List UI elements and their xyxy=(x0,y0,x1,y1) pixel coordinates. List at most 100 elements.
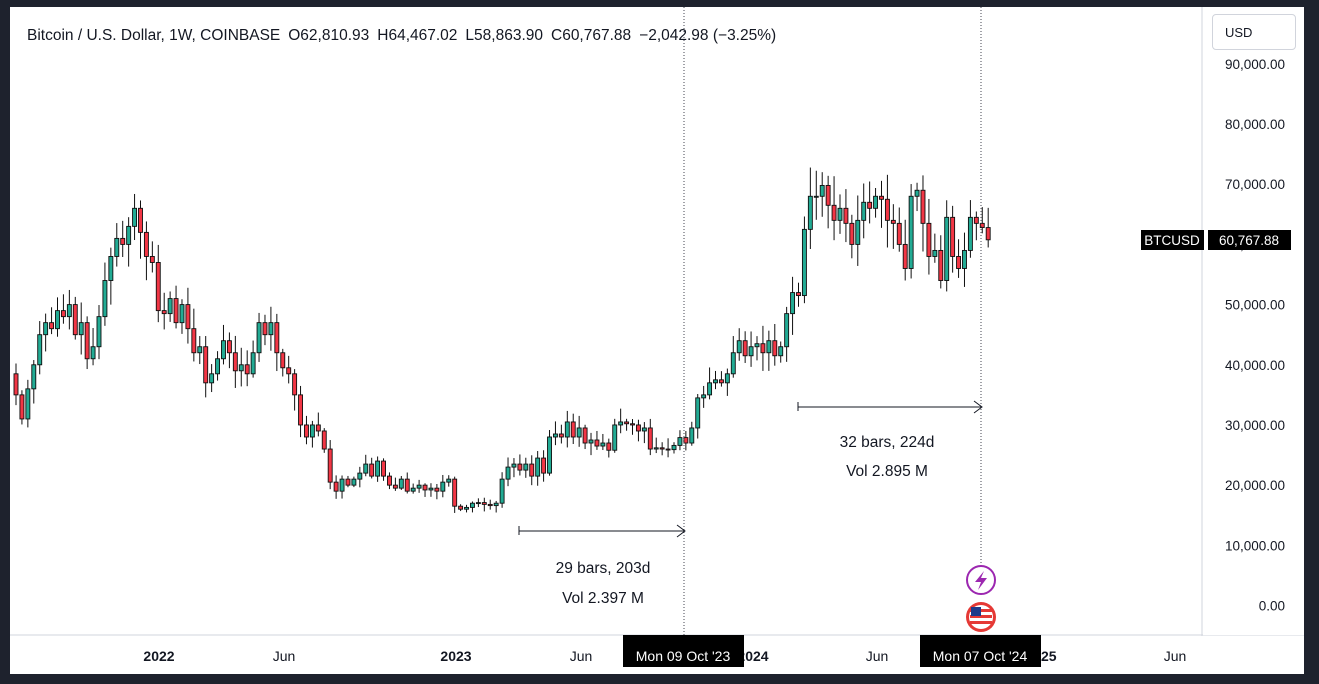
candle-body xyxy=(849,222,855,245)
candle-body xyxy=(908,195,914,269)
candle-body xyxy=(861,201,867,221)
candle-body xyxy=(398,478,404,489)
candle-body xyxy=(215,358,221,375)
candle-body xyxy=(244,364,250,375)
candle xyxy=(831,176,837,241)
candle-body xyxy=(950,216,956,257)
candle-body xyxy=(612,424,618,451)
candle xyxy=(523,457,529,478)
candle-body xyxy=(132,207,138,227)
candle-body xyxy=(914,189,920,197)
price-axis[interactable] xyxy=(1203,7,1304,635)
candle-body xyxy=(938,249,944,281)
legend-change: −2,042.98 (−3.25%) xyxy=(639,27,777,44)
candle xyxy=(31,360,37,404)
candle xyxy=(718,371,724,387)
candle xyxy=(422,483,428,497)
candle-body xyxy=(564,421,570,438)
time-tick-label: Jun xyxy=(273,648,296,664)
price-chart[interactable]: 0.00 10,000.00 20,000.00 30,000.00 40,000.00… xyxy=(10,7,1304,674)
candle xyxy=(84,316,90,370)
candle xyxy=(944,200,950,292)
candle-body xyxy=(606,442,612,451)
lightning-icon[interactable] xyxy=(966,565,996,595)
candle-body xyxy=(458,505,464,510)
candle xyxy=(784,306,790,362)
measure-tool-1[interactable]: 29 bars, 203d Vol 2.397 M xyxy=(518,524,686,607)
candle xyxy=(511,458,517,478)
candle-body xyxy=(529,463,535,477)
candle-body xyxy=(962,249,967,269)
candle xyxy=(624,418,630,431)
time-tick-label: Jun xyxy=(866,648,889,664)
candle-body xyxy=(647,427,653,450)
candle-body xyxy=(475,502,481,505)
candle-body xyxy=(481,502,487,505)
candle xyxy=(66,289,72,330)
candle xyxy=(807,167,813,249)
price-tick-label: 90,000.00 xyxy=(1225,57,1285,72)
candle xyxy=(458,504,464,512)
candle-body xyxy=(920,189,926,224)
candle xyxy=(78,302,84,355)
candle xyxy=(49,307,55,335)
candle-body xyxy=(790,292,796,315)
candle xyxy=(736,328,742,361)
candle xyxy=(185,287,191,344)
candle-body xyxy=(309,424,315,438)
candle-body xyxy=(837,207,843,221)
candle-body xyxy=(873,195,879,209)
candle xyxy=(535,451,541,486)
candle-body xyxy=(357,472,363,480)
price-tick-label: 70,000.00 xyxy=(1225,177,1285,192)
legend-open: O62,810.93 xyxy=(288,27,370,44)
candle-body xyxy=(659,447,665,450)
candle-body xyxy=(102,280,108,318)
candle xyxy=(108,247,114,305)
candle xyxy=(309,420,315,448)
candle xyxy=(570,413,576,445)
legend-symbol[interactable]: Bitcoin / U.S. Dollar, 1W, COINBASE xyxy=(27,27,281,44)
candle xyxy=(452,476,458,513)
candle-body xyxy=(416,484,422,489)
candle xyxy=(730,336,736,378)
candle xyxy=(440,474,446,498)
candle xyxy=(594,430,600,450)
candle-body xyxy=(60,310,66,318)
candle-body xyxy=(274,322,280,354)
candle xyxy=(547,430,552,476)
candle xyxy=(274,313,280,372)
currency-button[interactable]: USD xyxy=(1212,14,1296,50)
candle xyxy=(630,419,635,435)
candle xyxy=(635,419,641,442)
candle xyxy=(19,390,25,425)
candle-body xyxy=(351,478,357,486)
candle-body xyxy=(37,334,43,366)
candle-body xyxy=(695,397,701,429)
candle xyxy=(505,457,511,487)
ticker-tag xyxy=(1141,230,1204,250)
candle-body xyxy=(250,352,256,375)
candle xyxy=(541,450,547,482)
us-flag-icon[interactable] xyxy=(966,602,996,632)
candle-body xyxy=(807,195,813,230)
price-tick-label: 10,000.00 xyxy=(1225,538,1285,553)
candle-body xyxy=(493,502,499,507)
time-axis-labels: 2022Jun2023Jun2024Jun2025Jun xyxy=(143,648,1186,664)
candle-body xyxy=(713,379,718,384)
candle xyxy=(256,312,262,362)
candle xyxy=(321,428,327,453)
candle xyxy=(754,336,760,361)
candle xyxy=(173,285,179,329)
candle-body xyxy=(541,457,547,474)
candle xyxy=(879,180,884,228)
candle xyxy=(618,408,624,434)
candle xyxy=(517,454,523,476)
candle-body xyxy=(339,478,345,492)
candle xyxy=(416,479,422,493)
candle-body xyxy=(718,379,724,384)
candle-body xyxy=(49,322,55,330)
candle-body xyxy=(197,346,203,354)
measure-tool-2[interactable]: 32 bars, 224d Vol 2.895 M xyxy=(797,400,983,480)
candle-body xyxy=(582,427,588,444)
